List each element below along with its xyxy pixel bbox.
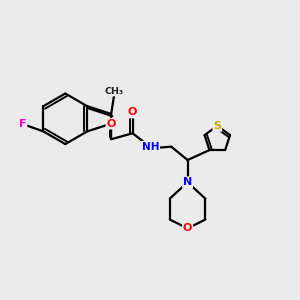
- Text: F: F: [19, 119, 26, 129]
- Text: NH: NH: [142, 142, 159, 152]
- Text: O: O: [128, 107, 137, 118]
- Text: S: S: [213, 121, 221, 131]
- Text: CH₃: CH₃: [105, 87, 124, 96]
- Text: N: N: [183, 177, 192, 187]
- Text: O: O: [183, 224, 192, 233]
- Text: O: O: [106, 118, 116, 129]
